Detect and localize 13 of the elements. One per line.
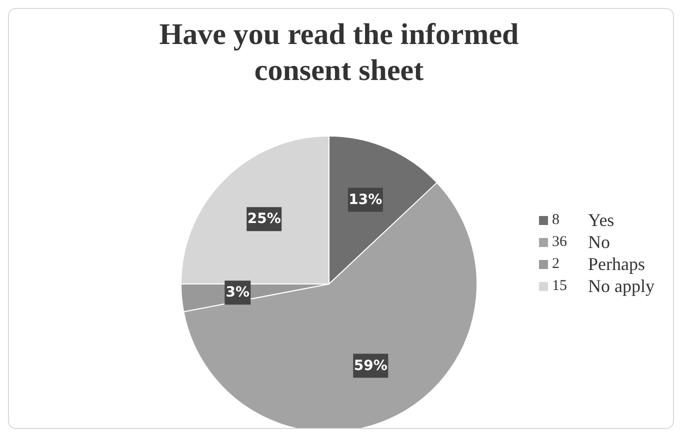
text: No [588,232,610,252]
text: No apply [588,276,654,296]
text: Yes [588,210,614,230]
legend-label: 15 [552,278,568,294]
text: Perhaps [588,254,645,274]
legend-label: 8 [552,212,560,228]
chart-title: Have you read the informed consent sheet [158,17,520,89]
data-label: 25% [247,211,281,228]
legend-label: 36 [552,234,568,250]
legend-label: 2 [552,256,560,272]
data-label: 13% [348,192,382,208]
data-label: 3% [226,284,250,301]
data-label: 59% [354,358,388,374]
